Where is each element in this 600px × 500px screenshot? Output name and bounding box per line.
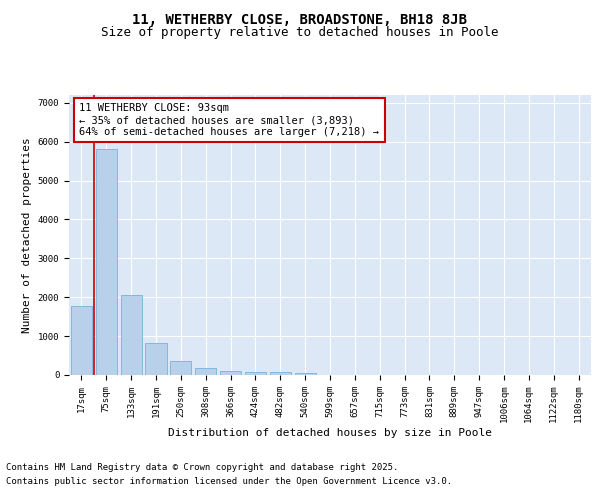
Text: Contains HM Land Registry data © Crown copyright and database right 2025.: Contains HM Land Registry data © Crown c… [6, 464, 398, 472]
Bar [295, 373, 316, 375]
Text: 11 WETHERBY CLOSE: 93sqm
← 35% of detached houses are smaller (3,893)
64% of sem: 11 WETHERBY CLOSE: 93sqm ← 35% of detach… [79, 104, 379, 136]
Text: 11, WETHERBY CLOSE, BROADSTONE, BH18 8JB: 11, WETHERBY CLOSE, BROADSTONE, BH18 8JB [133, 12, 467, 26]
Bar [195, 368, 216, 375]
Bar [121, 294, 142, 375]
Bar [220, 370, 241, 375]
Bar [170, 362, 191, 375]
Bar [270, 372, 291, 375]
Text: Contains public sector information licensed under the Open Government Licence v3: Contains public sector information licen… [6, 477, 452, 486]
Bar [71, 306, 92, 375]
X-axis label: Distribution of detached houses by size in Poole: Distribution of detached houses by size … [168, 428, 492, 438]
Bar [145, 343, 167, 375]
Bar [245, 372, 266, 375]
Bar [96, 148, 117, 375]
Text: Size of property relative to detached houses in Poole: Size of property relative to detached ho… [101, 26, 499, 39]
Y-axis label: Number of detached properties: Number of detached properties [22, 137, 32, 333]
